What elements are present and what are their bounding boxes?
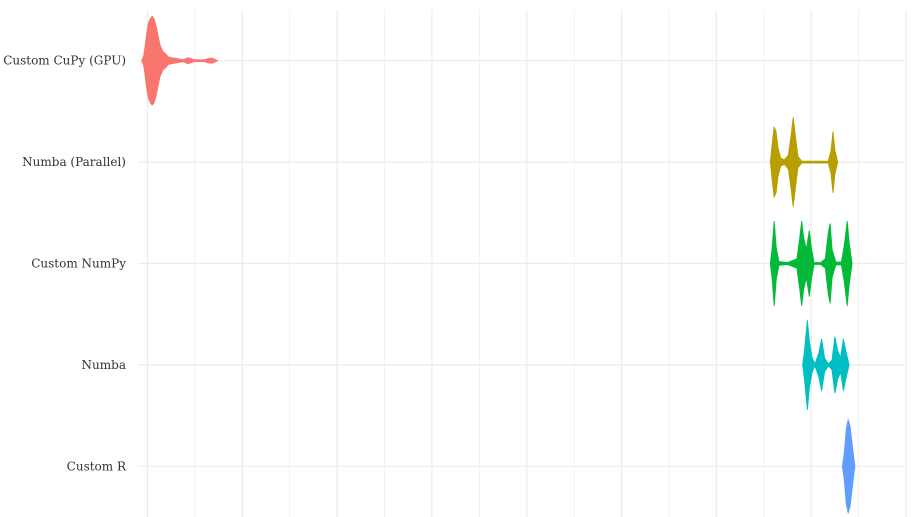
violin-numba <box>802 320 850 410</box>
y-tick-label: Custom NumPy <box>31 257 126 271</box>
violins <box>141 15 856 514</box>
y-tick-label: Custom CuPy (GPU) <box>3 54 126 68</box>
y-tick-label: Numba <box>82 358 126 372</box>
y-axis-tick-labels: Custom CuPy (GPU) Numba (Parallel) Custom … <box>3 54 127 474</box>
violin-custom-r <box>842 419 856 514</box>
violin-numba-parallel <box>769 117 839 207</box>
y-tick-label: Custom R <box>67 459 127 473</box>
violin-custom-cupy-gpu <box>141 15 219 106</box>
y-tick-label: Numba (Parallel) <box>22 155 126 169</box>
violin-custom-numpy <box>769 221 853 306</box>
